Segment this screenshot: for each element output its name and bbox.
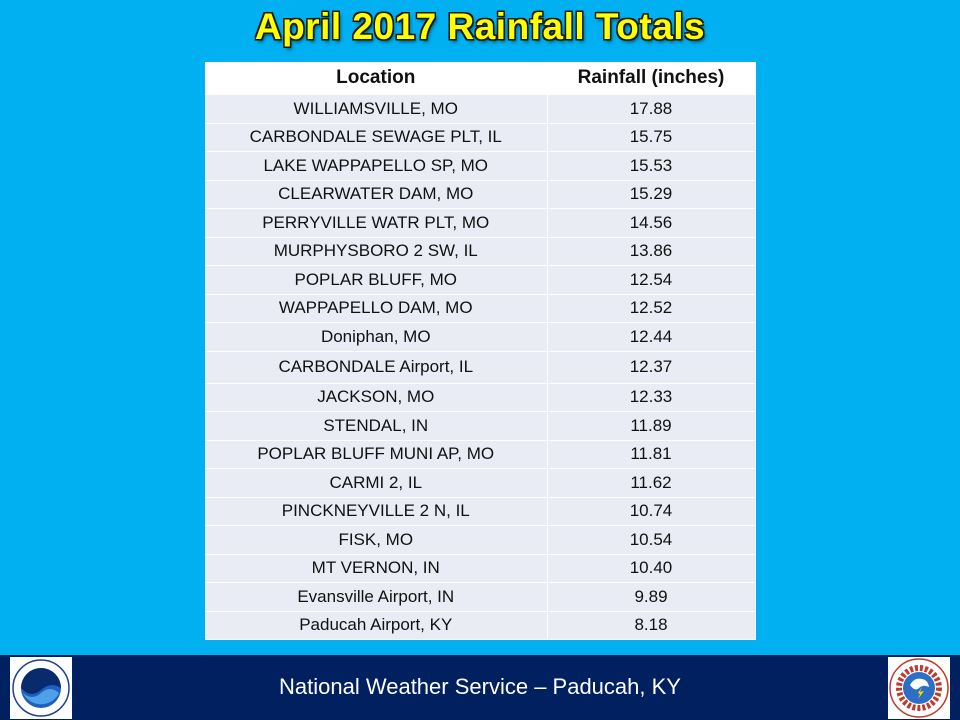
footer-text: National Weather Service – Paducah, KY — [279, 674, 681, 699]
rainfall-cell: 15.75 — [547, 123, 756, 152]
rainfall-cell: 11.81 — [547, 440, 756, 469]
rainfall-cell: 10.40 — [547, 554, 756, 583]
table-row: Paducah Airport, KY 8.18 — [205, 611, 756, 640]
rainfall-table-container: Location Rainfall (inches) WILLIAMSVILLE… — [205, 62, 756, 640]
table-row: STENDAL, IN 11.89 — [205, 411, 756, 441]
location-cell: PINCKNEYVILLE 2 N, IL — [205, 497, 548, 526]
table-row: POPLAR BLUFF, MO 12.54 — [205, 265, 756, 295]
table-row: CARBONDALE SEWAGE PLT, IL 15.75 — [205, 123, 756, 152]
location-cell: STENDAL, IN — [205, 411, 548, 441]
rainfall-cell: 14.56 — [547, 208, 756, 238]
rainfall-table: Location Rainfall (inches) WILLIAMSVILLE… — [205, 62, 756, 640]
rainfall-cell: 8.18 — [547, 611, 756, 640]
table-header-row: Location Rainfall (inches) — [205, 62, 756, 95]
rainfall-cell: 11.89 — [547, 411, 756, 441]
table-row: MT VERNON, IN 10.40 — [205, 554, 756, 583]
table-row: WILLIAMSVILLE, MO 17.88 — [205, 94, 756, 124]
nws-logo-icon — [888, 657, 950, 719]
rainfall-column-header: Rainfall (inches) — [547, 62, 756, 95]
location-cell: POPLAR BLUFF, MO — [205, 265, 548, 295]
table-row: PERRYVILLE WATR PLT, MO 14.56 — [205, 208, 756, 238]
page-title: April 2017 Rainfall Totals — [254, 6, 706, 47]
rainfall-cell: 9.89 — [547, 582, 756, 612]
rainfall-cell: 17.88 — [547, 94, 756, 124]
rainfall-cell: 12.52 — [547, 294, 756, 323]
location-cell: FISK, MO — [205, 525, 548, 555]
table-row: MURPHYSBORO 2 SW, IL 13.86 — [205, 237, 756, 266]
location-cell: LAKE WAPPAPELLO SP, MO — [205, 151, 548, 181]
rainfall-cell: 13.86 — [547, 237, 756, 266]
table-row: Doniphan, MO 12.44 — [205, 322, 756, 352]
location-cell: CARBONDALE SEWAGE PLT, IL — [205, 123, 548, 152]
table-row: CLEARWATER DAM, MO 15.29 — [205, 180, 756, 209]
location-column-header: Location — [205, 62, 548, 95]
rainfall-cell: 11.62 — [547, 468, 756, 498]
location-cell: PERRYVILLE WATR PLT, MO — [205, 208, 548, 238]
location-cell: Doniphan, MO — [205, 322, 548, 352]
location-cell: POPLAR BLUFF MUNI AP, MO — [205, 440, 548, 469]
rainfall-cell: 12.54 — [547, 265, 756, 295]
table-row: POPLAR BLUFF MUNI AP, MO 11.81 — [205, 440, 756, 469]
noaa-logo-icon — [10, 657, 72, 719]
rainfall-cell: 10.54 — [547, 525, 756, 555]
location-cell: CARBONDALE Airport, IL — [205, 351, 548, 384]
table-row: WAPPAPELLO DAM, MO 12.52 — [205, 294, 756, 323]
rainfall-cell: 12.44 — [547, 322, 756, 352]
table-row: CARBONDALE Airport, IL 12.37 — [205, 351, 756, 384]
location-cell: WAPPAPELLO DAM, MO — [205, 294, 548, 323]
location-cell: MURPHYSBORO 2 SW, IL — [205, 237, 548, 266]
location-cell: MT VERNON, IN — [205, 554, 548, 583]
rainfall-cell: 12.37 — [547, 351, 756, 384]
table-row: FISK, MO 10.54 — [205, 525, 756, 555]
table-body: WILLIAMSVILLE, MO 17.88 CARBONDALE SEWAGE … — [205, 94, 756, 640]
rainfall-cell: 15.29 — [547, 180, 756, 209]
location-cell: CLEARWATER DAM, MO — [205, 180, 548, 209]
location-cell: Evansville Airport, IN — [205, 582, 548, 612]
table-row: PINCKNEYVILLE 2 N, IL 10.74 — [205, 497, 756, 526]
footer-bar: National Weather Service – Paducah, KY — [0, 655, 960, 720]
table-row: Evansville Airport, IN 9.89 — [205, 582, 756, 612]
location-cell: WILLIAMSVILLE, MO — [205, 94, 548, 124]
table-row: LAKE WAPPAPELLO SP, MO 15.53 — [205, 151, 756, 181]
rainfall-cell: 12.33 — [547, 383, 756, 412]
table-row: CARMI 2, IL 11.62 — [205, 468, 756, 498]
rainfall-cell: 10.74 — [547, 497, 756, 526]
location-cell: JACKSON, MO — [205, 383, 548, 412]
location-cell: Paducah Airport, KY — [205, 611, 548, 640]
table-row: JACKSON, MO 12.33 — [205, 383, 756, 412]
location-cell: CARMI 2, IL — [205, 468, 548, 498]
rainfall-cell: 15.53 — [547, 151, 756, 181]
